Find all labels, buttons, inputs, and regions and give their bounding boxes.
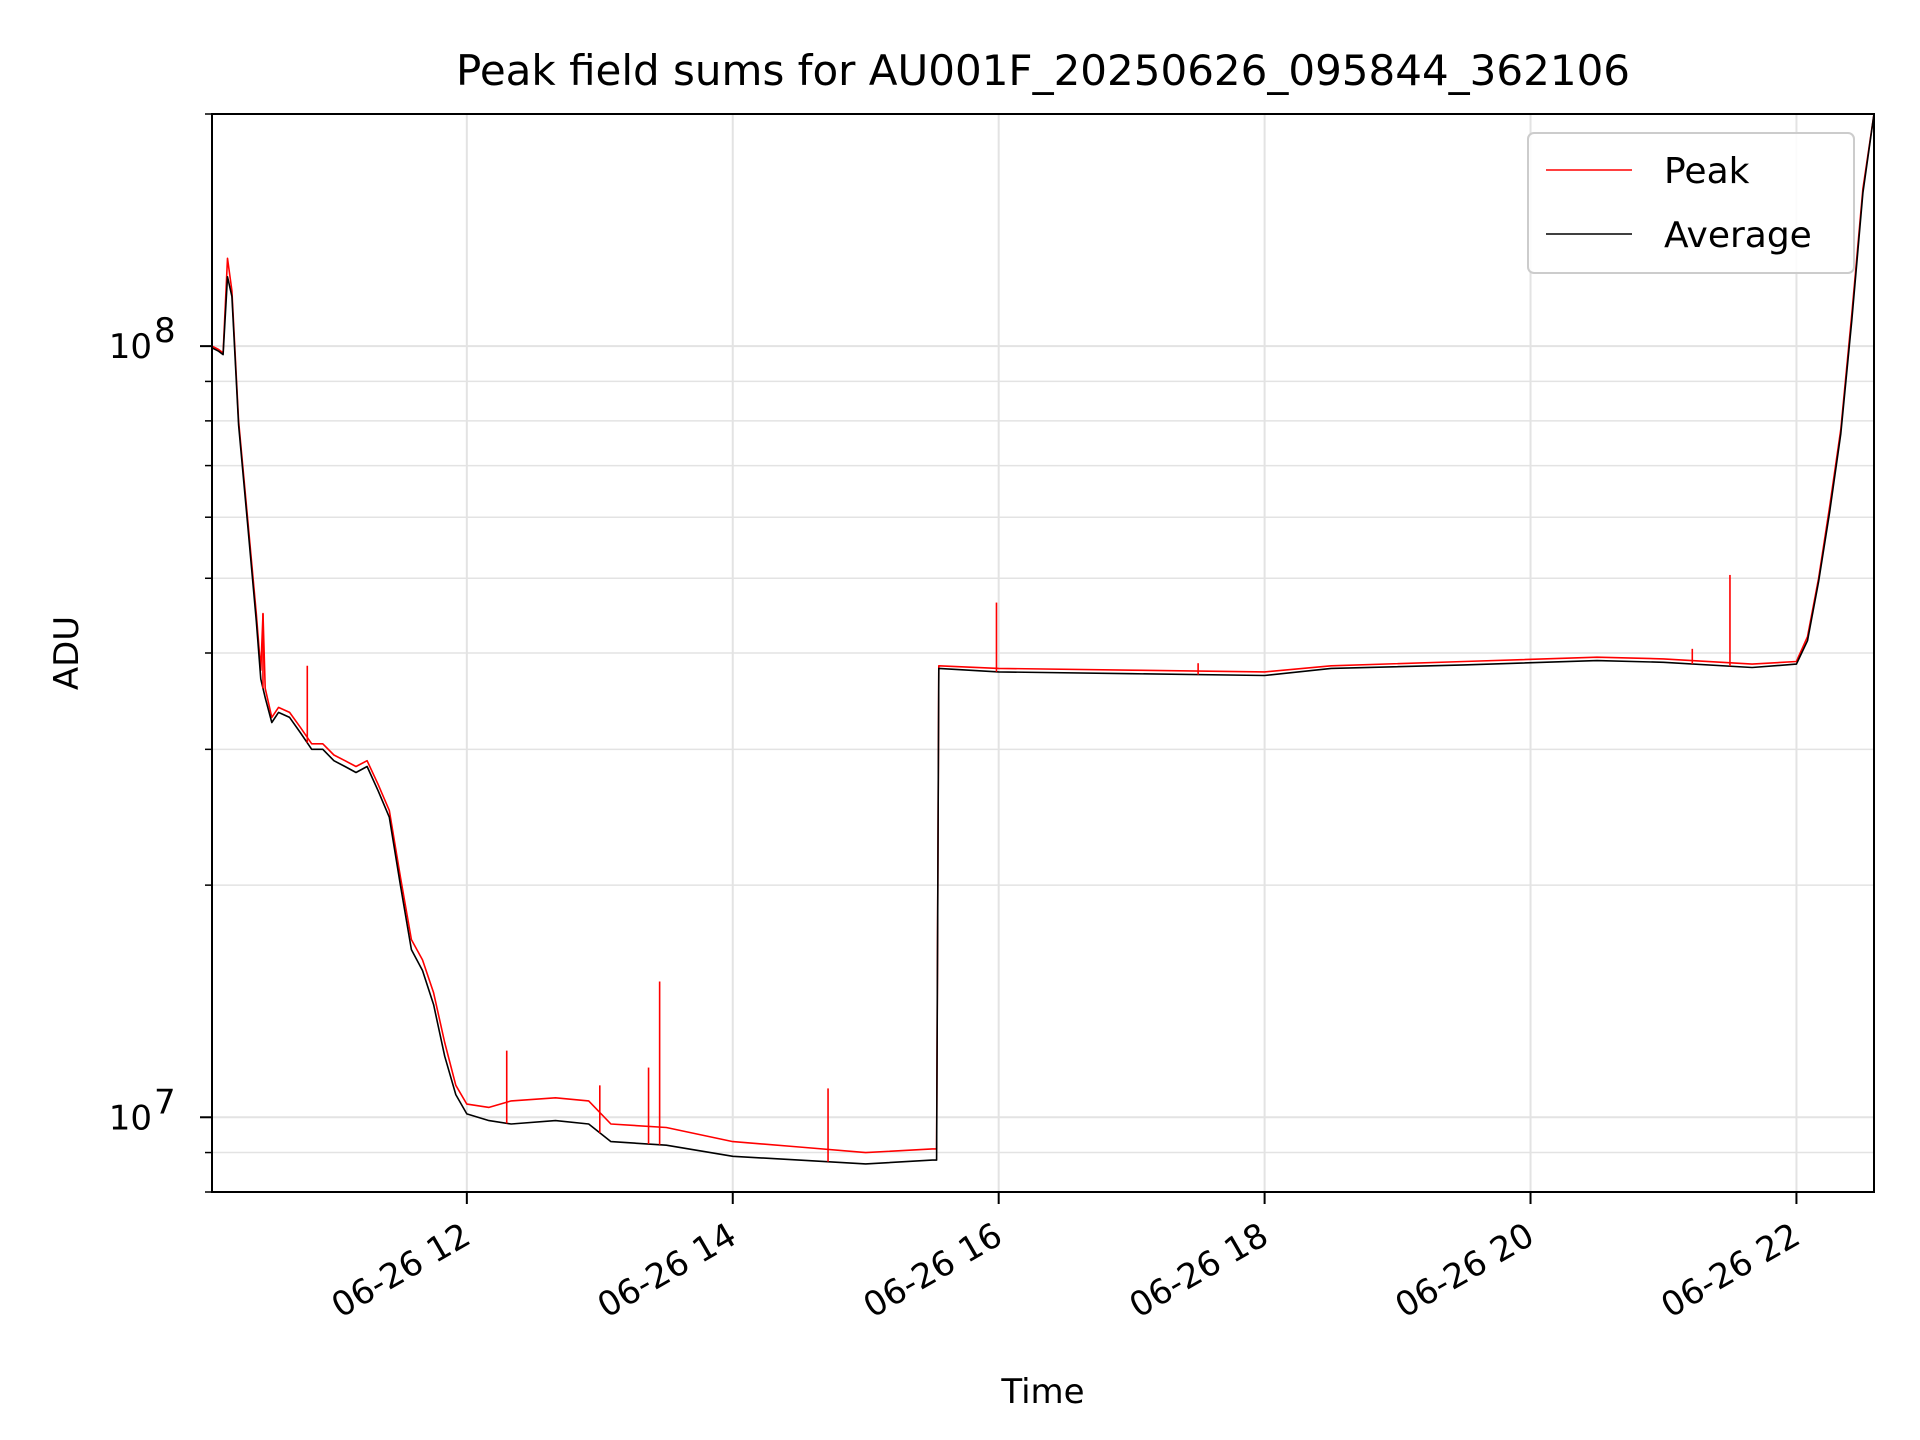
chart-title: Peak field sums for AU001F_20250626_0958… <box>456 46 1630 95</box>
x-axis-label: Time <box>1000 1372 1084 1412</box>
legend-peak-label: Peak <box>1664 151 1750 192</box>
y-tick-label-exponent: 7 <box>154 1082 176 1122</box>
series-layer <box>212 114 1874 1165</box>
y-tick-label: 10 7 <box>109 1082 176 1138</box>
y-tick-label-base: 10 <box>109 1098 152 1138</box>
legend-box <box>1527 132 1855 274</box>
y-tick-label-exponent: 8 <box>154 311 176 351</box>
peak-series-line <box>212 114 1874 1154</box>
average-series-line <box>212 114 1874 1165</box>
legend: Peak Average <box>1527 132 1855 274</box>
y-axis-label: ADU <box>47 616 87 690</box>
y-tick-label-base: 10 <box>109 327 152 367</box>
legend-average-label: Average <box>1664 215 1812 256</box>
y-tick-label: 10 8 <box>109 311 176 367</box>
